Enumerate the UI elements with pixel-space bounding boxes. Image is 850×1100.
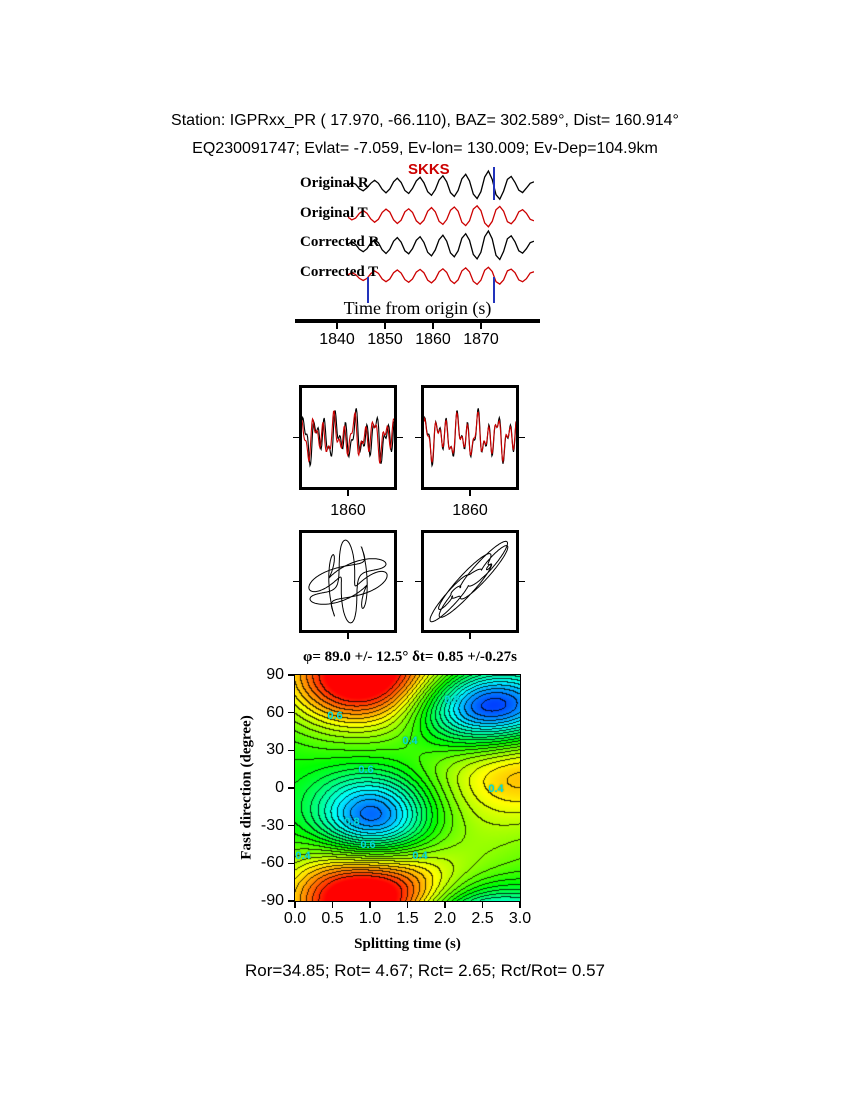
box-tick xyxy=(519,580,525,583)
box-tick xyxy=(347,490,349,496)
phi-tick xyxy=(288,674,295,676)
contour-value-label: 0.4 xyxy=(412,850,428,862)
plot-path xyxy=(424,411,516,464)
dt-tick-label: 1.5 xyxy=(396,910,419,927)
dt-tick xyxy=(406,902,409,908)
trace-label: Original R xyxy=(300,175,369,191)
dt-tick xyxy=(331,902,334,908)
phi-tick-label: -60 xyxy=(260,854,284,872)
pair2-time-label: 1860 xyxy=(452,502,488,519)
dt-tick-label: 0.5 xyxy=(321,910,344,927)
box-tick xyxy=(397,436,403,439)
phi-tick xyxy=(288,787,295,789)
time-tick xyxy=(480,323,482,329)
plot-path xyxy=(348,229,534,261)
box-tick xyxy=(347,633,349,639)
contour-value-label: 0.4 xyxy=(295,850,311,862)
contour-value-label: 0.8 xyxy=(444,694,460,706)
dt-tick xyxy=(294,902,296,908)
contour-value-label: 0.8 xyxy=(344,816,360,828)
pair-original-svg xyxy=(302,408,394,468)
dt-tick xyxy=(519,902,521,908)
time-tick xyxy=(432,323,434,329)
error-surface-canvas xyxy=(294,674,521,902)
time-tick-label: 1850 xyxy=(367,331,403,348)
phi-tick-label: -30 xyxy=(260,816,284,834)
contour-value-label: 0.6 xyxy=(358,764,374,776)
dt-tick xyxy=(369,902,371,908)
box-tick xyxy=(519,436,525,439)
contour-x-axis-title: Splitting time (s) xyxy=(354,936,461,952)
time-tick-label: 1870 xyxy=(463,331,499,348)
trace-label: Original T xyxy=(300,205,368,221)
particle-motion-original-svg xyxy=(308,539,388,624)
contour-value-label: 0.4 xyxy=(488,783,504,795)
phi-tick-label: 90 xyxy=(266,666,284,683)
dt-tick xyxy=(444,902,446,908)
box-tick xyxy=(415,436,421,439)
contour-value-label: 0.6 xyxy=(360,839,376,851)
box-tick xyxy=(293,580,299,583)
dt-tick-label: 0.0 xyxy=(283,910,307,927)
time-tick-label: 1860 xyxy=(415,331,451,348)
dt-tick-label: 2.0 xyxy=(433,910,457,927)
plot-path xyxy=(348,266,534,286)
phi-tick-label: 60 xyxy=(266,703,284,721)
phi-tick xyxy=(288,749,295,752)
footer-stats: Ror=34.85; Rot= 4.67; Rct= 2.65; Rct/Rot… xyxy=(244,961,606,980)
phase-label: SKKS xyxy=(408,161,450,178)
contour-value-label: 0.6 xyxy=(327,710,343,722)
time-axis-title: Time from origin (s) xyxy=(343,298,492,318)
header-station-line: Station: IGPRxx_PR ( 17.970, -66.110), B… xyxy=(171,112,679,129)
phi-tick xyxy=(288,862,295,865)
box-tick xyxy=(415,580,421,583)
dt-tick xyxy=(481,902,484,908)
contour-value-label: 0.4 xyxy=(402,735,418,747)
phi-tick-label: 0 xyxy=(275,779,284,796)
pair1-time-label: 1860 xyxy=(330,502,366,519)
pair-box-original xyxy=(299,385,397,490)
contour-title: φ= 89.0 +/- 12.5° δt= 0.85 +/-0.27s xyxy=(303,649,517,665)
time-tick xyxy=(336,323,338,329)
time-tick xyxy=(384,323,386,329)
window-marker xyxy=(367,277,370,303)
phi-tick-label: -90 xyxy=(260,892,284,909)
phi-tick xyxy=(288,711,295,714)
particle-motion-box-corrected xyxy=(421,530,519,633)
time-axis-line xyxy=(295,319,540,323)
pair-box-corrected xyxy=(421,385,519,490)
plot-path xyxy=(348,204,534,228)
plot-path xyxy=(429,540,509,623)
plot-path xyxy=(308,539,388,624)
time-tick-label: 1840 xyxy=(319,331,355,348)
box-tick xyxy=(469,633,471,639)
trace-waveforms-svg xyxy=(348,169,534,286)
trace-label: Corrected T xyxy=(300,264,379,280)
plot-path xyxy=(348,169,534,201)
box-tick xyxy=(469,490,471,496)
pair-corrected-svg xyxy=(424,408,516,468)
phi-tick xyxy=(288,824,295,827)
header-event-line: EQ230091747; Evlat= -7.059, Ev-lon= 130.… xyxy=(192,140,658,157)
dt-tick-label: 2.5 xyxy=(471,910,494,927)
phi-tick-label: 30 xyxy=(266,741,284,759)
plot-path xyxy=(302,410,394,464)
trace-label: Corrected R xyxy=(300,234,380,250)
box-tick xyxy=(397,580,403,583)
phi-tick xyxy=(288,900,295,902)
particle-motion-box-original xyxy=(299,530,397,633)
dt-tick-label: 1.0 xyxy=(358,910,382,927)
box-tick xyxy=(293,436,299,439)
particle-motion-corrected-svg xyxy=(429,540,509,623)
window-marker xyxy=(492,277,495,303)
phase-pick-marker xyxy=(492,167,495,200)
dt-tick-label: 3.0 xyxy=(508,910,532,927)
